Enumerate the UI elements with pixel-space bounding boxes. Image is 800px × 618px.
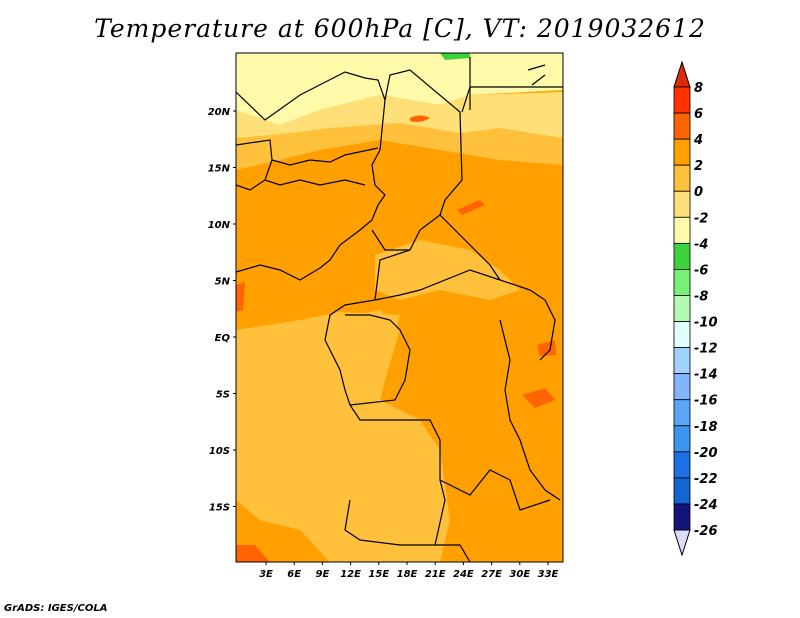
lon-tick-label: 12E xyxy=(340,569,361,580)
lon-tick-label: 18E xyxy=(397,569,418,580)
colorbar-swatch xyxy=(673,425,691,453)
field-light-orange-congo xyxy=(330,310,400,390)
lat-tick-label: 10N xyxy=(208,220,231,231)
lat-tick-label: EQ xyxy=(215,333,231,344)
lon-tick-label: 3E xyxy=(259,569,273,580)
colorbar-above-arrow xyxy=(673,60,691,88)
colorbar-swatch xyxy=(673,295,691,322)
colorbar-label: -16 xyxy=(694,394,718,409)
lat-tick-label: 15S xyxy=(209,503,230,514)
colorbar-label: -12 xyxy=(694,342,718,357)
colorbar-swatch xyxy=(673,451,691,479)
lat-tick-label: 5S xyxy=(216,390,230,401)
colorbar-label: -22 xyxy=(694,472,718,487)
colorbar-label: -24 xyxy=(694,498,718,513)
country-borders xyxy=(236,57,563,562)
lat-tick-label: 5N xyxy=(215,277,231,288)
colorbar-swatch xyxy=(673,86,691,114)
colorbar-label: 8 xyxy=(694,81,703,96)
colorbar-label: -4 xyxy=(694,237,708,252)
field-light-orange-south xyxy=(236,312,450,562)
field-hot-2 xyxy=(457,200,485,215)
lat-tick-label: 15N xyxy=(208,164,231,175)
field-hot-4 xyxy=(522,388,555,408)
colorbar-label: -20 xyxy=(694,446,718,461)
colorbar-swatch xyxy=(673,112,691,140)
colorbar-label: -2 xyxy=(694,211,708,226)
lon-tick-label: 6E xyxy=(287,569,301,580)
colorbar-label: -10 xyxy=(694,316,718,331)
lon-tick-label: 15E xyxy=(368,569,389,580)
colorbar-swatch xyxy=(673,164,691,192)
colorbar-label: 0 xyxy=(694,185,703,200)
colorbar-label: -6 xyxy=(694,263,708,278)
temperature-field xyxy=(236,53,563,562)
colorbar-swatch xyxy=(673,269,691,296)
colorbar-swatch xyxy=(673,216,691,244)
field-pale xyxy=(236,53,563,125)
colorbar-swatch xyxy=(673,347,691,375)
colorbar-label: 2 xyxy=(694,159,703,174)
field-hot-5 xyxy=(236,545,270,562)
lon-tick-label: 33E xyxy=(538,569,559,580)
colorbar-label: -8 xyxy=(694,289,708,304)
colorbar-swatch xyxy=(673,138,691,166)
colorbar-swatch xyxy=(673,321,691,349)
colorbar-swatch xyxy=(673,373,691,401)
lon-tick-label: 24E xyxy=(453,569,474,580)
colorbar-label: -18 xyxy=(694,420,718,435)
longitude-axis: 3E 6E 9E 12E 15E 18E 21E 24E 27E 30E 33E xyxy=(259,562,559,580)
field-light-orange-car xyxy=(375,240,520,300)
field-light-orange-north xyxy=(236,123,563,170)
colorbar-label: 4 xyxy=(693,133,703,148)
colorbar-label: -14 xyxy=(694,368,718,383)
colorbar: 8 6 4 2 0 -2 -4 -6 -8 -10 -12 -14 -16 -18 -20 -22 -24 -26 xyxy=(673,60,718,557)
lon-tick-label: 21E xyxy=(425,569,446,580)
field-yellow xyxy=(236,92,563,140)
footer-credit: GrADS: IGES/COLA xyxy=(4,603,108,614)
lon-tick-label: 9E xyxy=(316,569,330,580)
colorbar-swatch xyxy=(673,477,691,505)
field-hot-1 xyxy=(410,115,430,122)
field-green xyxy=(440,53,470,60)
lon-tick-label: 30E xyxy=(509,569,530,580)
colorbar-below-arrow xyxy=(673,529,691,557)
field-hot-3 xyxy=(236,282,245,312)
lon-tick-label: 27E xyxy=(481,569,502,580)
lat-tick-label: 20N xyxy=(208,107,231,118)
colorbar-swatch xyxy=(673,190,691,218)
colorbar-swatch xyxy=(673,503,691,531)
colorbar-label: -26 xyxy=(694,524,718,539)
map-frame xyxy=(235,52,564,563)
latitude-axis: 20N 15N 10N 5N EQ 5S 10S 15S xyxy=(208,107,236,514)
colorbar-swatch xyxy=(673,399,691,427)
colorbar-label: 6 xyxy=(694,107,703,122)
colorbar-swatch xyxy=(673,242,691,270)
lat-tick-label: 10S xyxy=(209,446,230,457)
chart-title: Temperature at 600hPa [C], VT: 201903261… xyxy=(94,14,706,43)
field-light-orange-west xyxy=(250,390,300,470)
